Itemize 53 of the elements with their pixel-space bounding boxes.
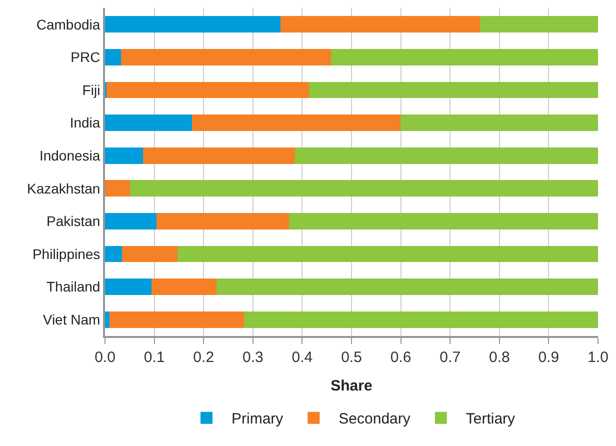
bar (192, 114, 400, 131)
y-tick-label: Cambodia (36, 16, 100, 32)
bar (480, 16, 598, 33)
bar (288, 213, 598, 230)
y-tick-label: Kazakhstan (27, 180, 100, 196)
bar (105, 147, 143, 164)
x-tick-label: 0.9 (538, 349, 560, 366)
bar (216, 278, 598, 295)
y-tick-label: Fiji (82, 82, 100, 98)
bar (156, 213, 289, 230)
y-tick-label: Philippines (32, 246, 100, 262)
legend-label: Tertiary (466, 410, 516, 428)
y-tick-label: Pakistan (46, 213, 100, 230)
x-tick-label: 0.8 (488, 349, 510, 366)
bar (151, 278, 216, 295)
y-tick-label: Thailand (46, 278, 100, 295)
bar (280, 16, 480, 33)
bar (105, 180, 130, 197)
bar (109, 311, 244, 328)
legend-label: Secondary (338, 410, 411, 428)
bar (120, 49, 331, 66)
bar (105, 278, 152, 295)
x-tick-label: 1.0 (588, 349, 608, 366)
bar (105, 311, 110, 328)
bar (142, 147, 295, 164)
bar (330, 49, 598, 66)
bar (122, 246, 178, 262)
x-tick-label: 0.5 (341, 349, 362, 366)
x-tick-label: 0.1 (144, 349, 165, 366)
x-tick-label: 0.3 (242, 349, 264, 366)
x-tick-label: 0.0 (94, 349, 116, 366)
y-tick-label: India (70, 114, 100, 131)
bar (294, 147, 598, 164)
y-tick-label: Indonesia (39, 148, 100, 164)
y-tick-label: Viet Nam (42, 312, 100, 328)
x-tick-label: 0.7 (440, 349, 461, 366)
bar (106, 82, 310, 98)
x-tick-label: 0.4 (292, 349, 313, 366)
x-axis-title: Share (330, 378, 372, 394)
bar (177, 246, 598, 262)
bar (130, 180, 598, 197)
x-tick-label: 0.6 (390, 349, 412, 366)
bar (244, 311, 598, 328)
bar (105, 114, 192, 131)
bar (105, 246, 122, 262)
bar (105, 49, 121, 66)
bar (400, 114, 598, 131)
y-tick-label: PRC (70, 49, 100, 66)
bar (105, 16, 281, 33)
x-tick-label: 0.2 (193, 349, 214, 366)
bar (105, 213, 156, 230)
legend-label: Primary (232, 410, 284, 428)
bar (309, 82, 598, 98)
